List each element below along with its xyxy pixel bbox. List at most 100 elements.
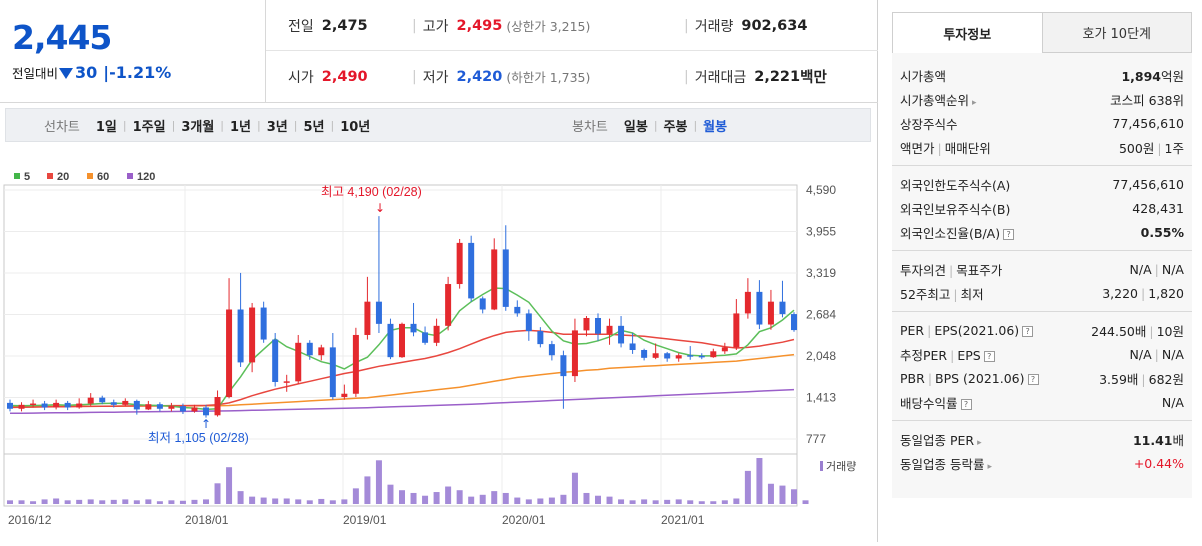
info-value: +0.44% xyxy=(1134,456,1184,471)
info-panel: 투자정보 호가 10단계 시가총액 1,894억원 시가총액순위 ▸ 코스피 638위 상… xyxy=(892,12,1192,498)
volume-bar xyxy=(387,484,394,504)
candle-period-2[interactable]: 월봉 xyxy=(703,119,728,135)
volume-bar xyxy=(525,499,532,504)
info-value-text: 428,431 xyxy=(1132,200,1184,216)
volume-bar xyxy=(76,499,83,504)
line-period-1[interactable]: 1주일 xyxy=(132,119,166,135)
help-icon[interactable]: ? xyxy=(983,350,995,362)
volume-bar xyxy=(767,483,774,504)
line-period-3[interactable]: 1년 xyxy=(230,119,252,135)
chart-svg[interactable]: 4,590 3,955 3,319 2,684 2,048 1,413 777 2016/12… xyxy=(0,142,878,542)
candle-body xyxy=(191,407,198,412)
candle-body xyxy=(226,309,233,398)
info-value-text-2: N/A xyxy=(1161,346,1184,362)
volume-bar xyxy=(64,500,71,504)
candle-period-0[interactable]: 일봉 xyxy=(623,119,648,135)
info-label: 추정PER | EPS? xyxy=(900,345,995,364)
price-change-bar: | xyxy=(103,63,110,82)
line-period-6[interactable]: 10년 xyxy=(340,119,371,135)
chevron-right-icon[interactable]: ▸ xyxy=(972,97,977,108)
info-value: 3,220 | 1,820 xyxy=(1102,286,1184,301)
line-period-2[interactable]: 3개월 xyxy=(181,119,215,135)
info-label-divider: | xyxy=(927,370,933,386)
candle-body xyxy=(283,381,290,383)
tab-invest-info[interactable]: 투자정보 xyxy=(893,13,1042,53)
candle-body xyxy=(641,349,648,358)
help-icon[interactable]: ? xyxy=(960,398,972,410)
volume-bar xyxy=(375,460,382,504)
candle-chart-label: 봉차트 xyxy=(572,119,608,135)
candle-body xyxy=(583,317,590,331)
info-label-divider: | xyxy=(949,262,954,278)
help-icon[interactable]: ? xyxy=(1027,373,1039,385)
help-icon[interactable]: ? xyxy=(1022,325,1034,337)
candle-body xyxy=(571,330,578,377)
candle-period-1[interactable]: 주봉 xyxy=(663,119,688,135)
info-value-text: 코스피 638위 xyxy=(1110,92,1184,108)
info-value-text: N/A xyxy=(1161,394,1184,410)
info-row: 상장주식수 77,456,610 xyxy=(892,111,1192,135)
candle-body xyxy=(595,317,601,334)
candle-body xyxy=(456,242,463,285)
down-triangle-icon xyxy=(59,68,74,79)
candle-body xyxy=(272,339,279,382)
chevron-right-icon[interactable]: ▸ xyxy=(987,461,993,472)
candle-body xyxy=(479,298,486,310)
candle-body xyxy=(76,403,83,408)
line-period-0[interactable]: 1일 xyxy=(95,119,117,135)
volume-bar xyxy=(583,492,590,504)
chart-toolbar: 선차트 1일 | 1주일 | 3개월 | 1년 | 3년 | 5년 | 10년 봉차트 일봉 | 주봉 | 월봉 xyxy=(5,108,871,142)
volume-bar xyxy=(618,499,625,504)
quote-prev: 전일 2,475 xyxy=(288,17,368,35)
y-tick-label: 3,319 xyxy=(806,266,836,280)
candle-body xyxy=(687,355,694,357)
info-value-text: 77,456,610 xyxy=(1112,176,1184,192)
legend-label: 5 xyxy=(24,171,30,183)
candle-body xyxy=(767,301,774,325)
info-value: N/A | N/A xyxy=(1130,347,1184,362)
y-tick-label: 777 xyxy=(806,432,826,446)
toolbar-divider: | xyxy=(330,118,335,132)
price-summary: 2,445 전일대비 30 |-1.21% xyxy=(0,0,266,103)
chevron-right-icon[interactable]: ▸ xyxy=(977,437,982,448)
info-value: 77,456,610 xyxy=(1112,116,1184,131)
help-icon[interactable]: ? xyxy=(1003,228,1015,240)
info-value-text: 배 xyxy=(1172,432,1184,448)
stock-chart[interactable]: 4,590 3,955 3,319 2,684 2,048 1,413 777 2016/12… xyxy=(0,142,878,542)
volume-bar xyxy=(721,500,728,504)
volume-bar xyxy=(87,499,94,504)
volume-bar xyxy=(30,501,37,504)
candle-body xyxy=(548,344,555,356)
candle-body xyxy=(318,347,325,356)
volume-bar xyxy=(133,500,140,504)
candle-body xyxy=(341,393,348,398)
volume-legend-swatch xyxy=(820,461,823,471)
info-value-bold: 0.55% xyxy=(1140,224,1184,240)
toolbar-divider: | xyxy=(257,118,261,132)
volume-bar xyxy=(675,499,682,504)
info-value-divider: | xyxy=(1154,261,1159,277)
info-label: 시가총액 xyxy=(900,66,946,85)
info-value-text-2: 682원 xyxy=(1148,371,1184,387)
volume-bar xyxy=(687,500,694,504)
volume-bar xyxy=(352,488,359,504)
y-tick-label: 4,590 xyxy=(806,183,836,197)
volume-bar xyxy=(203,499,209,504)
candle-body xyxy=(87,397,94,404)
x-tick-label: 2020/01 xyxy=(502,513,546,527)
y-tick-label: 1,413 xyxy=(806,391,836,405)
volume-bar xyxy=(710,501,717,504)
tab-hoga-10[interactable]: 호가 10단계 xyxy=(1041,13,1191,53)
info-value-text: 3,220 xyxy=(1102,285,1138,301)
toolbar-divider: | xyxy=(122,118,127,132)
line-period-4[interactable]: 3년 xyxy=(266,119,288,135)
line-period-5[interactable]: 5년 xyxy=(303,119,325,135)
volume-bar xyxy=(802,500,809,504)
candle-body xyxy=(64,402,71,408)
info-value-text: 500원 xyxy=(1118,140,1155,156)
volume-bar xyxy=(226,467,233,504)
candle-body xyxy=(41,403,48,408)
info-label-text-2: BPS (2021.06) xyxy=(935,370,1025,386)
info-value-text: N/A xyxy=(1129,261,1152,277)
volume-bar xyxy=(698,501,705,504)
